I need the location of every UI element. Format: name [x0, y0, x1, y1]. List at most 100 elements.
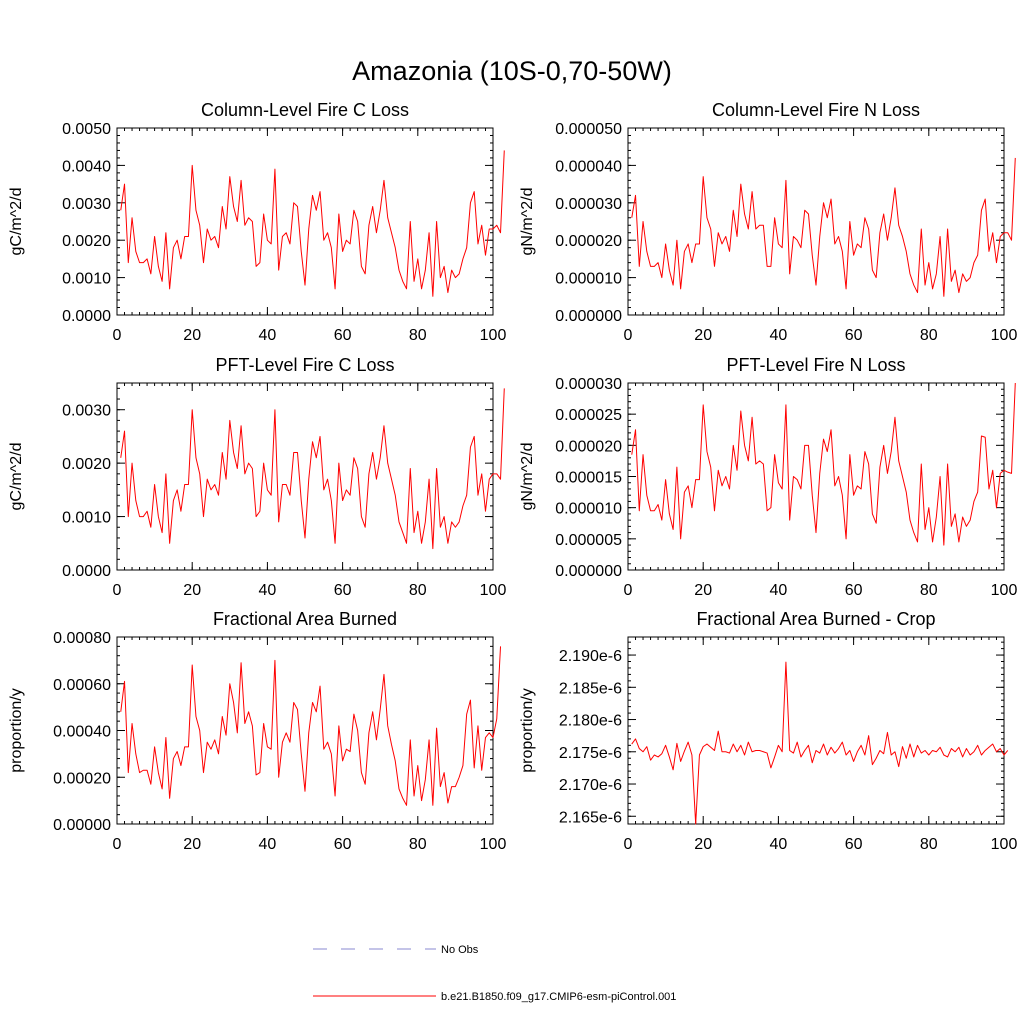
x-tick-label: 60 — [845, 582, 863, 599]
plot-frame — [627, 636, 1005, 825]
x-tick-label: 40 — [259, 327, 277, 344]
panels-group: 0 20 40 60 80 100 0.0000 0.0010 0.0020 0.0030 0.00… — [8, 100, 1017, 853]
x-tick-label: 0 — [113, 582, 122, 599]
y-tick-label: 0.0050 — [62, 121, 111, 138]
y-tick-label: 0.000020 — [555, 233, 622, 250]
chart-title: Column-Level Fire N Loss — [712, 100, 920, 120]
y-tick-label: 0.00040 — [53, 724, 111, 741]
chart-panel-3: 0 20 40 60 80 100 0.0000 0.0010 0.0020 0.0030 PFT-… — [8, 355, 506, 599]
chart-title: Fractional Area Burned — [213, 609, 397, 629]
series-line — [631, 661, 1009, 825]
x-tick-label: 60 — [334, 582, 352, 599]
x-tick-label: 80 — [409, 836, 427, 853]
x-tick-label: 80 — [409, 327, 427, 344]
x-tick-label: 20 — [183, 836, 201, 853]
y-tick-label: 2.180e-6 — [559, 713, 622, 730]
x-tick-label: 80 — [409, 582, 427, 599]
x-tick-label: 20 — [694, 327, 712, 344]
plot-frame — [627, 127, 1005, 316]
y-tick-label: 0.0040 — [62, 158, 111, 175]
x-tick-label: 0 — [624, 582, 633, 599]
y-tick-label: 2.170e-6 — [559, 777, 622, 794]
y-tick-label: 0.00060 — [53, 677, 111, 694]
y-tick-label: 0.000000 — [555, 563, 622, 580]
x-tick-label: 20 — [694, 582, 712, 599]
y-tick-label: 0.0000 — [62, 563, 111, 580]
chart-panel-6: 0 20 40 60 80 100 2.165e-6 2.170e-6 2.175e-6 2.18… — [519, 609, 1017, 853]
chart-panel-5: 0 20 40 60 80 100 0.00000 0.00020 0.00040 0.00060… — [8, 609, 506, 853]
y-tick-label: 0.0010 — [62, 271, 111, 288]
x-tick-label: 60 — [845, 836, 863, 853]
x-tick-label: 80 — [920, 327, 938, 344]
y-tick-label: 2.185e-6 — [559, 680, 622, 697]
x-tick-label: 100 — [991, 327, 1018, 344]
x-tick-label: 40 — [770, 836, 788, 853]
x-tick-label: 100 — [991, 836, 1018, 853]
y-axis-label: gN/m^2/d — [519, 188, 536, 256]
y-tick-label: 0.000005 — [555, 532, 622, 549]
series-line — [120, 150, 505, 297]
y-tick-label: 0.00080 — [53, 630, 111, 647]
series-line — [120, 388, 505, 550]
series-line — [631, 157, 1016, 297]
series-line — [120, 646, 502, 806]
legend: No Obs b.e21.B1850.f09_g17.CMIP6-esm-piC… — [313, 944, 676, 1003]
y-tick-label: 0.0000 — [62, 308, 111, 325]
y-tick-label: 0.000050 — [555, 121, 622, 138]
y-tick-label: 0.00000 — [53, 817, 111, 834]
x-tick-label: 80 — [920, 582, 938, 599]
x-tick-label: 20 — [694, 836, 712, 853]
y-tick-label: 0.000020 — [555, 438, 622, 455]
y-axis-label: gC/m^2/d — [8, 188, 25, 256]
x-tick-label: 0 — [113, 327, 122, 344]
x-tick-label: 100 — [480, 582, 507, 599]
x-tick-label: 60 — [845, 327, 863, 344]
y-tick-label: 0.000030 — [555, 196, 622, 213]
y-axis-label: proportion/y — [8, 688, 25, 773]
x-tick-label: 20 — [183, 582, 201, 599]
chart-title: PFT-Level Fire C Loss — [215, 355, 394, 375]
y-tick-label: 0.000010 — [555, 271, 622, 288]
chart-title: PFT-Level Fire N Loss — [726, 355, 905, 375]
legend-label-model: b.e21.B1850.f09_g17.CMIP6-esm-piControl.… — [441, 991, 676, 1003]
y-tick-label: 0.0020 — [62, 456, 111, 473]
x-tick-label: 20 — [183, 327, 201, 344]
y-tick-label: 0.000000 — [555, 308, 622, 325]
chart-title: Fractional Area Burned - Crop — [696, 609, 935, 629]
y-axis-label: proportion/y — [519, 688, 536, 773]
x-tick-label: 0 — [624, 836, 633, 853]
x-tick-label: 40 — [770, 582, 788, 599]
x-tick-label: 0 — [624, 327, 633, 344]
x-tick-label: 40 — [259, 582, 277, 599]
y-tick-label: 0.0020 — [62, 233, 111, 250]
y-tick-label: 0.000040 — [555, 158, 622, 175]
figure-title: Amazonia (10S-0,70-50W) — [352, 56, 672, 86]
x-tick-label: 40 — [770, 327, 788, 344]
chart-panel-4: 0 20 40 60 80 100 0.000000 0.000005 0.000010 0.00… — [519, 355, 1017, 599]
y-tick-label: 0.0030 — [62, 196, 111, 213]
x-tick-label: 0 — [113, 836, 122, 853]
y-tick-label: 0.000025 — [555, 407, 622, 424]
x-tick-label: 100 — [480, 327, 507, 344]
y-tick-label: 0.000010 — [555, 501, 622, 518]
x-tick-label: 60 — [334, 836, 352, 853]
chart-panel-1: 0 20 40 60 80 100 0.0000 0.0010 0.0020 0.0030 0.00… — [8, 100, 506, 344]
x-tick-label: 60 — [334, 327, 352, 344]
plot-frame — [627, 382, 1005, 571]
x-tick-label: 40 — [259, 836, 277, 853]
x-tick-label: 80 — [920, 836, 938, 853]
chart-title: Column-Level Fire C Loss — [201, 100, 409, 120]
chart-panel-2: 0 20 40 60 80 100 0.000000 0.000010 0.000020 0.00… — [519, 100, 1017, 344]
y-tick-label: 0.000015 — [555, 470, 622, 487]
y-axis-label: gC/m^2/d — [8, 443, 25, 511]
legend-label-no-obs: No Obs — [441, 944, 479, 956]
x-tick-label: 100 — [480, 836, 507, 853]
x-tick-label: 100 — [991, 582, 1018, 599]
y-tick-label: 0.0030 — [62, 403, 111, 420]
y-tick-label: 2.190e-6 — [559, 648, 622, 665]
y-tick-label: 0.000030 — [555, 376, 622, 393]
y-tick-label: 0.0010 — [62, 510, 111, 527]
y-tick-label: 2.165e-6 — [559, 809, 622, 826]
y-tick-label: 2.175e-6 — [559, 745, 622, 762]
